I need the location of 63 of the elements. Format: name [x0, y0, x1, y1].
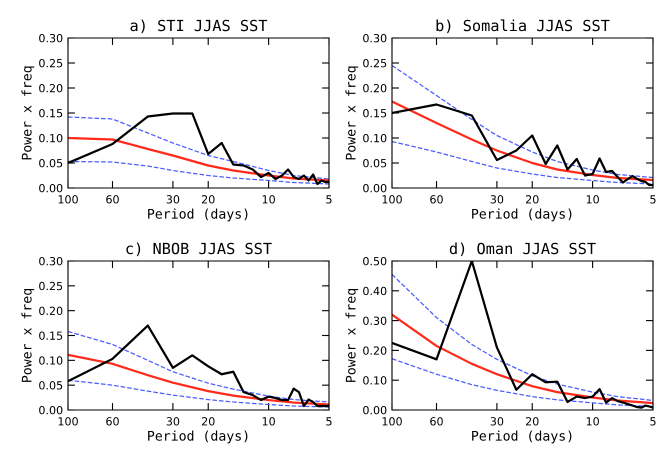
y-tick-label: 0.30 — [363, 34, 386, 42]
x-tick-label: 30 — [166, 195, 180, 204]
x-tick-label: 60 — [106, 195, 119, 204]
y-tick-label: 0.20 — [39, 306, 62, 316]
y-tick-label: 0.10 — [363, 376, 386, 385]
x-tick-label: 20 — [526, 417, 539, 426]
x-tick-label: 5 — [650, 417, 656, 426]
y-axis-title: Power x freq — [345, 288, 358, 382]
x-axis-title: Period (days) — [148, 208, 248, 222]
x-tick-label: 10 — [262, 417, 275, 426]
x-tick-label: 30 — [490, 195, 504, 204]
y-tick-label: 0.00 — [39, 184, 62, 192]
chart-title: a) STI JJAS SST — [130, 19, 268, 34]
x-tick-label: 5 — [650, 195, 656, 204]
x-tick-label: 30 — [490, 417, 504, 426]
y-tick-label: 0.10 — [39, 356, 62, 365]
y-tick-label: 0.05 — [39, 158, 62, 168]
x-tick-label: 5 — [326, 417, 332, 426]
x-tick-label: 20 — [202, 417, 215, 426]
y-tick-label: 0.20 — [363, 84, 386, 92]
x-tick-label: 100 — [58, 417, 78, 426]
x-tick-label: 100 — [382, 417, 402, 426]
x-tick-label: 5 — [326, 195, 332, 204]
y-tick-label: 0.00 — [363, 184, 386, 192]
y-tick-label: 0.30 — [363, 316, 386, 325]
y-tick-label: 0.40 — [363, 286, 386, 296]
x-tick-label: 100 — [382, 195, 402, 204]
y-tick-label: 0.15 — [39, 331, 62, 340]
x-axis-title: Period (days) — [472, 208, 572, 222]
x-axis-title: Period (days) — [472, 430, 572, 444]
y-tick-label: 0.20 — [363, 346, 386, 355]
x-tick-label: 10 — [586, 195, 599, 204]
chart-title: d) Oman JJAS SST — [450, 242, 596, 256]
x-tick-label: 60 — [430, 417, 443, 426]
y-tick-label: 0.15 — [39, 108, 62, 118]
x-tick-label: 30 — [166, 417, 180, 426]
y-tick-label: 0.05 — [39, 381, 62, 390]
x-tick-label: 10 — [262, 195, 275, 204]
y-tick-label: 0.25 — [363, 58, 386, 68]
y-tick-label: 0.50 — [363, 256, 386, 266]
y-tick-label: 0.00 — [363, 406, 386, 414]
y-tick-label: 0.00 — [39, 406, 62, 414]
x-tick-label: 20 — [526, 195, 539, 204]
y-tick-label: 0.25 — [39, 282, 62, 290]
y-tick-label: 0.10 — [363, 134, 386, 142]
y-axis-title: Power x freq — [21, 66, 34, 160]
y-axis-title: Power x freq — [21, 288, 34, 382]
y-tick-label: 0.05 — [363, 158, 386, 168]
y-tick-label: 0.10 — [39, 134, 62, 142]
x-tick-label: 60 — [106, 417, 119, 426]
y-tick-label: 0.30 — [39, 256, 62, 266]
chart-title: c) NBOB JJAS SST — [126, 242, 272, 256]
y-axis-title: Power x freq — [345, 66, 358, 160]
chart-title: b) Somalia JJAS SST — [436, 19, 610, 34]
y-tick-label: 0.20 — [39, 84, 62, 92]
x-tick-label: 100 — [58, 195, 78, 204]
x-tick-label: 60 — [430, 195, 443, 204]
x-tick-label: 10 — [586, 417, 599, 426]
y-tick-label: 0.15 — [363, 108, 386, 118]
y-tick-label: 0.30 — [39, 34, 62, 42]
y-tick-label: 0.25 — [39, 58, 62, 68]
x-axis-title: Period (days) — [148, 430, 248, 444]
x-tick-label: 20 — [202, 195, 215, 204]
